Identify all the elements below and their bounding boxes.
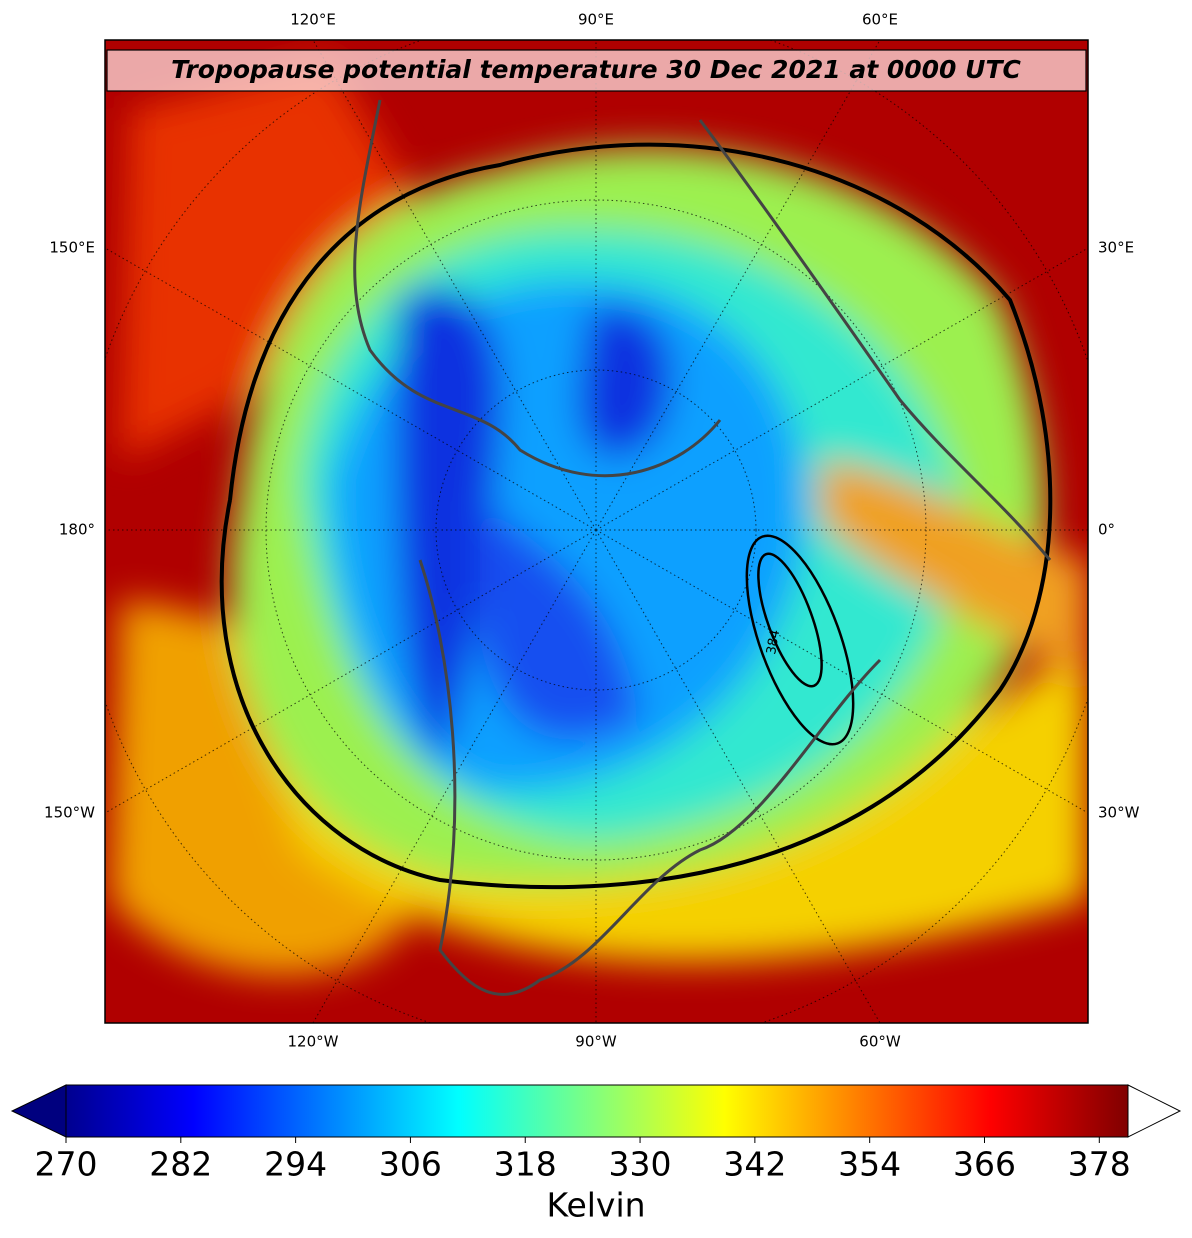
longitude-label: 120°W	[288, 1033, 339, 1051]
longitude-label: 180°	[59, 521, 95, 539]
longitude-label: 90°W	[575, 1033, 617, 1051]
colorbar-tick-label: 342	[723, 1145, 786, 1184]
longitude-label: 150°E	[49, 239, 95, 257]
colorbar-tick-label: 318	[494, 1145, 557, 1184]
title-box	[106, 49, 1087, 92]
colorbar-extend-high	[1127, 1084, 1182, 1138]
longitude-label: 90°E	[578, 11, 614, 29]
longitude-label: 120°E	[290, 11, 336, 29]
map-title: Tropopause potential temperature 30 Dec …	[171, 55, 1021, 84]
colorbar-tick-label: 330	[609, 1145, 672, 1184]
colorbar-tick-label: 366	[953, 1145, 1016, 1184]
colorbar	[66, 1085, 1128, 1137]
longitude-label: 30°E	[1098, 239, 1134, 257]
longitude-label: 60°E	[862, 11, 898, 29]
longitude-label: 0°	[1098, 521, 1115, 539]
colorbar-frame	[65, 1084, 1129, 1138]
colorbar-tick-label: 294	[264, 1145, 327, 1184]
colorbar-tick-label: 378	[1068, 1145, 1131, 1184]
colorbar-extend-low	[10, 1084, 67, 1138]
longitude-label: 150°W	[44, 804, 95, 822]
longitude-label: 60°W	[859, 1033, 901, 1051]
map-frame	[104, 39, 1089, 1024]
colorbar-tick-label: 282	[149, 1145, 212, 1184]
contour-label: 384	[764, 629, 783, 656]
colorbar-tick-label: 354	[838, 1145, 901, 1184]
longitude-label: 30°W	[1098, 804, 1140, 822]
map-field: 384	[105, 40, 1088, 1023]
colorbar-tick-label: 270	[35, 1145, 98, 1184]
colorbar-tick-label: 306	[379, 1145, 442, 1184]
colorbar-label: Kelvin	[546, 1186, 645, 1225]
